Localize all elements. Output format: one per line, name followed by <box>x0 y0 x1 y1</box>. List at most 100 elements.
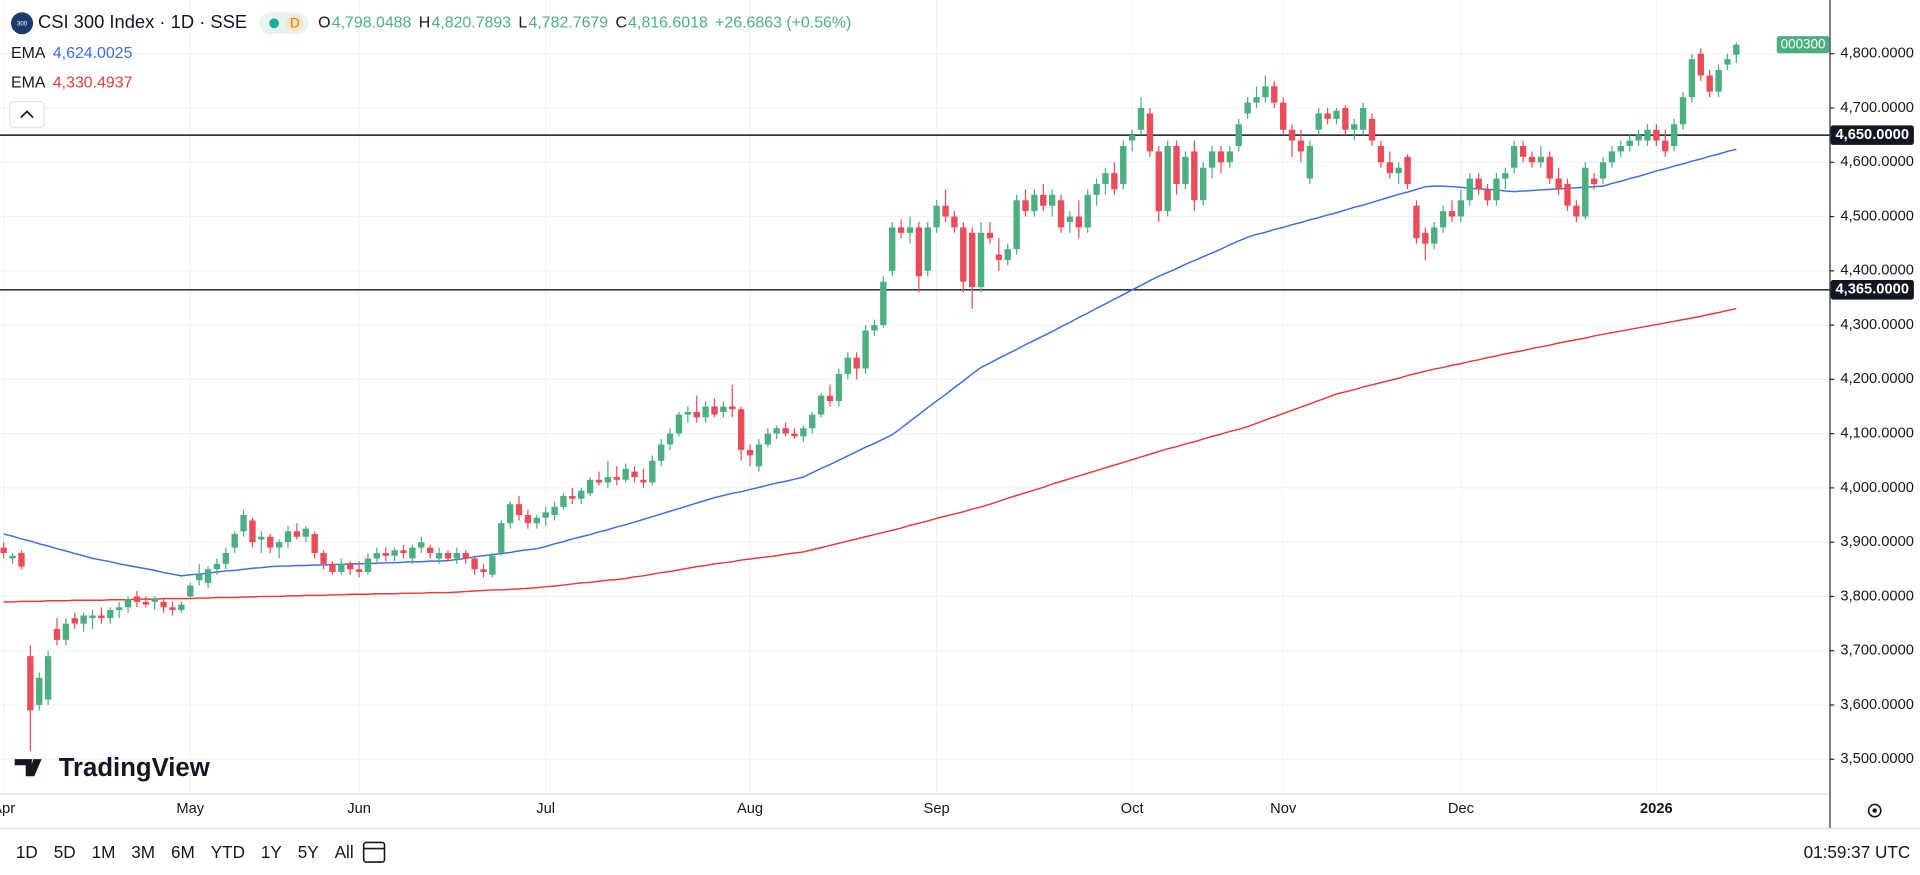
candle-body <box>1208 151 1216 168</box>
candle-body <box>480 569 487 573</box>
candle-body <box>1271 86 1278 103</box>
clock: 01:59:37 UTC <box>1804 842 1911 862</box>
candle-body <box>275 542 283 548</box>
gear-center[interactable] <box>1872 808 1877 813</box>
symbol-icon <box>11 12 34 35</box>
interval-badge-bg <box>286 14 304 32</box>
candle-body <box>471 558 478 570</box>
candle-body <box>1670 124 1678 146</box>
candle-body <box>1288 129 1296 141</box>
tv-logo-dot <box>32 759 39 766</box>
candle-body <box>1493 178 1500 201</box>
candle-body <box>1653 129 1660 141</box>
candle-body <box>0 547 7 554</box>
y-tick-label: 4,500.0000 <box>1840 208 1914 224</box>
candle-body <box>1031 194 1038 212</box>
candle-body <box>18 553 25 567</box>
candle-body <box>98 615 105 619</box>
candle-body <box>1519 145 1527 157</box>
candle-body <box>444 553 452 559</box>
candle-body <box>746 449 754 456</box>
candle-body <box>462 553 469 559</box>
candle-body <box>1102 173 1109 184</box>
calendar-box[interactable] <box>362 841 386 863</box>
candle-body <box>1733 44 1740 55</box>
candle-body <box>1137 108 1145 130</box>
collapse-button[interactable] <box>9 101 45 128</box>
candle-body <box>133 596 141 602</box>
candle-body <box>649 460 656 483</box>
candle-body <box>426 547 434 554</box>
last-price-tag <box>1776 36 1830 54</box>
candle-body <box>284 531 292 543</box>
candle-body <box>809 414 816 429</box>
y-tick-label: 4,200.0000 <box>1840 371 1914 387</box>
candle-body <box>489 555 496 575</box>
candle-body <box>658 444 665 461</box>
x-tick-label: May <box>176 801 204 817</box>
candle-body <box>9 555 16 559</box>
range-button[interactable]: All <box>335 842 354 862</box>
candle-body <box>1484 189 1491 201</box>
collapse-chevron[interactable] <box>20 110 34 119</box>
candle-body <box>1582 167 1589 217</box>
candle-body <box>1404 156 1411 184</box>
candle-body <box>124 599 132 608</box>
candle-body <box>569 496 576 499</box>
range-button[interactable]: 1Y <box>261 842 283 862</box>
candle-body <box>1564 183 1571 206</box>
settings-icon[interactable] <box>1867 803 1882 818</box>
range-button[interactable]: 5D <box>54 842 76 862</box>
chart-title: CSI 300 Index · 1D · SSE <box>38 11 247 32</box>
candle-body <box>1528 156 1536 163</box>
candle-body <box>1377 145 1385 163</box>
candle-body <box>897 227 905 233</box>
candle-body <box>551 506 558 516</box>
range-button[interactable]: 3M <box>131 842 155 862</box>
candle-body <box>684 411 692 415</box>
interval-badge: D <box>290 15 300 30</box>
candle-body <box>89 615 96 619</box>
candle-body <box>293 531 301 537</box>
candle-body <box>542 512 549 518</box>
ohlc-value: 4,820.7893 <box>431 14 511 31</box>
candle-body <box>1333 110 1340 119</box>
candle-body <box>222 553 229 564</box>
candle-body <box>960 227 967 282</box>
x-tick-label: Jul <box>536 801 555 817</box>
date-range-icon[interactable] <box>362 841 386 863</box>
gear[interactable] <box>1867 803 1882 818</box>
candle-body <box>915 227 923 277</box>
range-button[interactable]: 6M <box>171 842 195 862</box>
candle-body <box>1626 140 1633 146</box>
candle-body <box>1342 108 1349 130</box>
candle-body <box>951 216 958 228</box>
x-tick-label: 2026 <box>1640 801 1673 817</box>
range-button[interactable]: 1D <box>16 842 38 862</box>
candle-body <box>1386 162 1393 174</box>
candle-body <box>311 534 318 554</box>
collapse-box[interactable] <box>9 101 45 128</box>
candle-body <box>435 553 443 559</box>
candle-body <box>675 414 683 434</box>
candle-body <box>1502 173 1509 179</box>
candle-body <box>1075 216 1082 228</box>
range-button[interactable]: 1M <box>92 842 116 862</box>
candle-body <box>1555 178 1562 190</box>
candle-body <box>1590 178 1598 184</box>
candle-body <box>62 623 70 640</box>
candle-body <box>693 411 700 418</box>
ohlc-label: O <box>318 14 330 31</box>
y-tick-label: 3,700.0000 <box>1840 643 1914 659</box>
candle-body <box>169 607 176 611</box>
candle-body <box>613 477 620 480</box>
candle-body <box>995 254 1003 260</box>
y-tick-label: 4,600.0000 <box>1840 154 1914 170</box>
candle-body <box>1200 167 1207 201</box>
candle-body <box>231 534 238 548</box>
range-button[interactable]: YTD <box>211 842 245 862</box>
candle-body <box>968 232 976 288</box>
range-button[interactable]: 5Y <box>298 842 320 862</box>
